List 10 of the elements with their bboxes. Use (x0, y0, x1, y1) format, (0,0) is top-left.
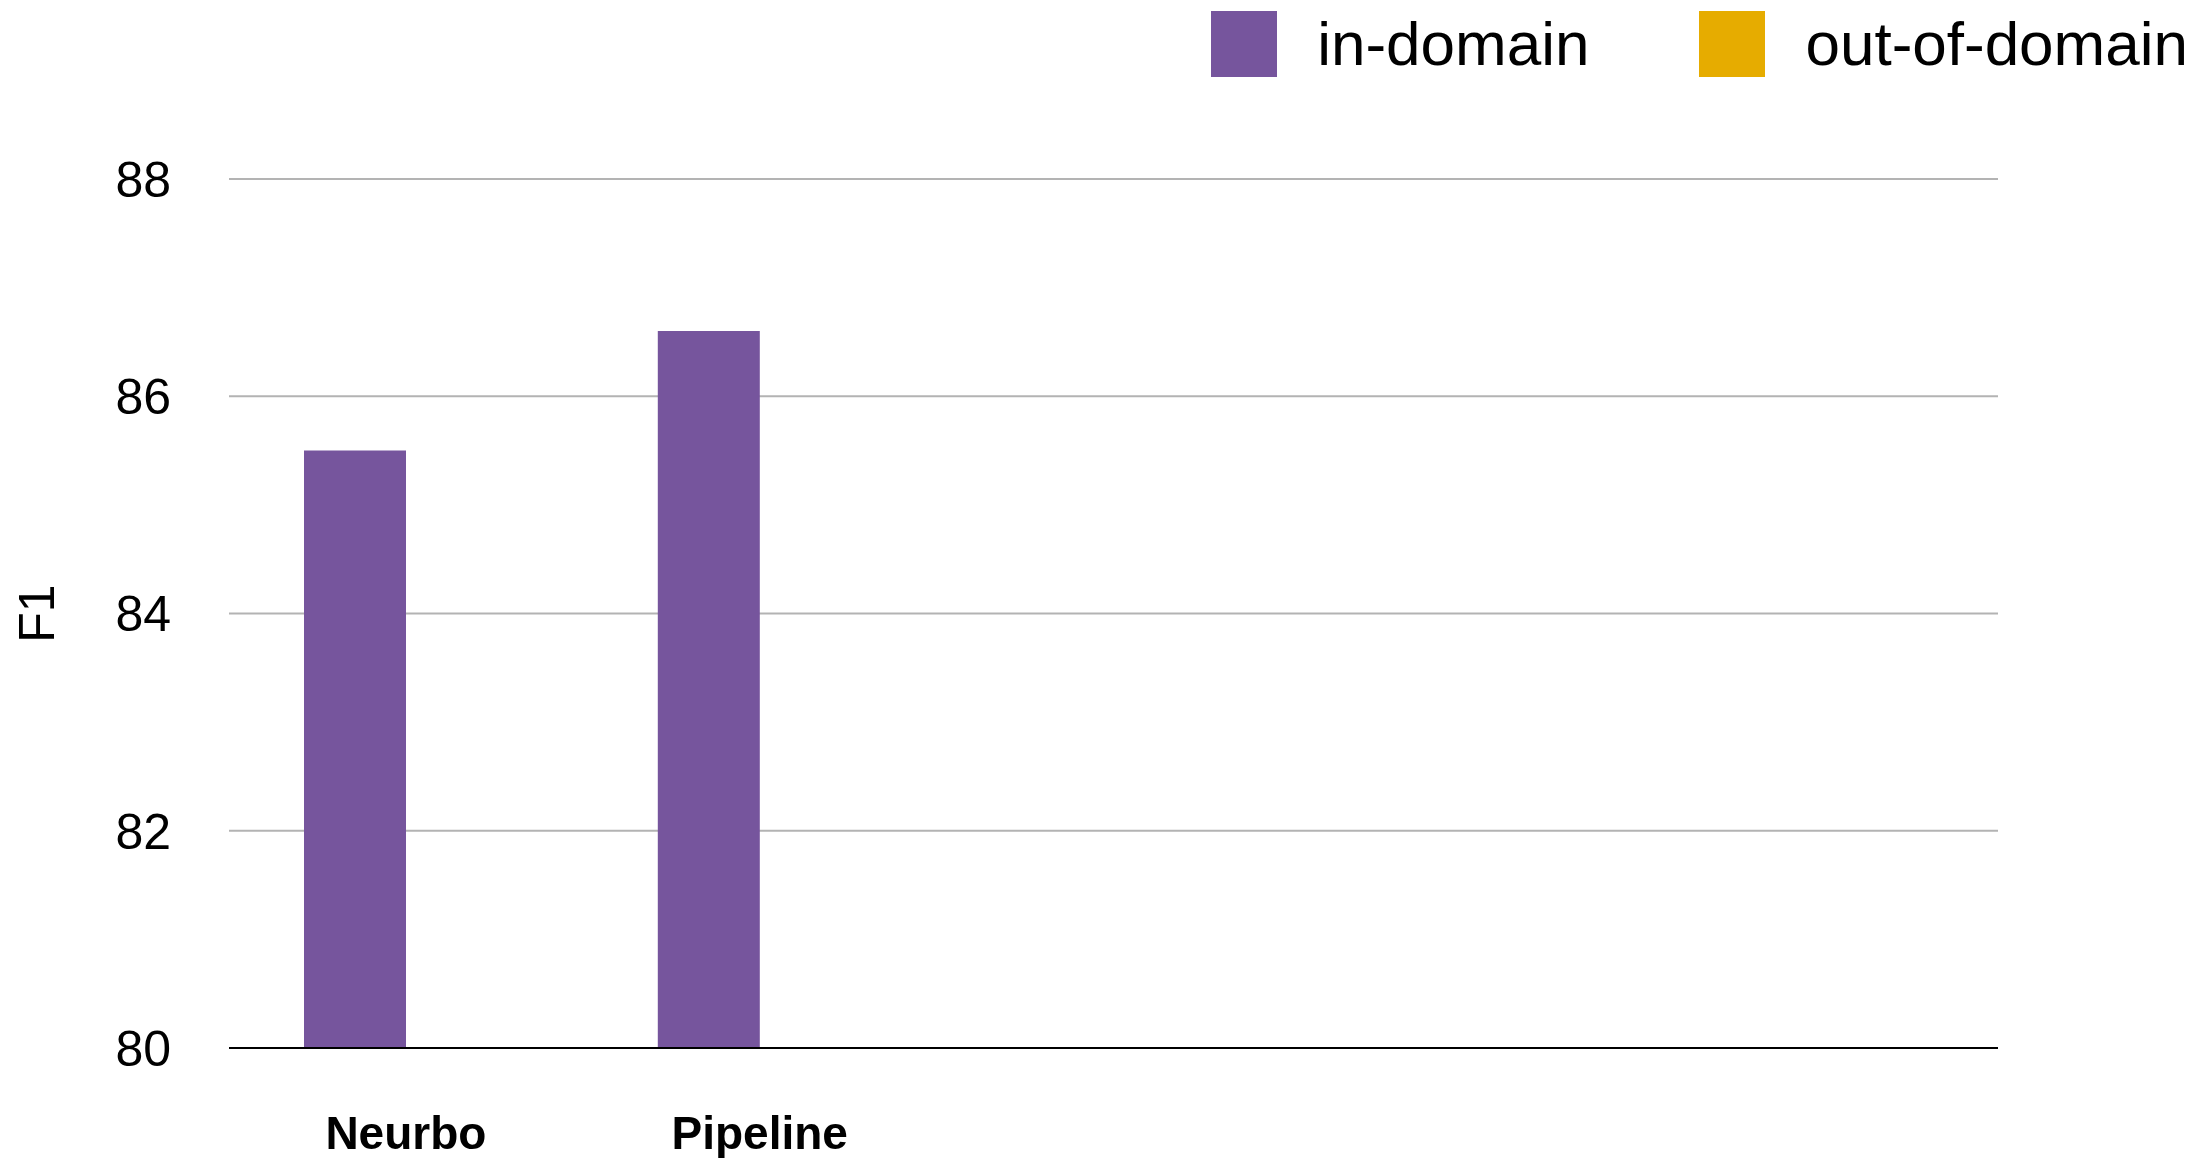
y-tick-label: 84 (115, 586, 171, 643)
y-tick-label: 80 (115, 1020, 171, 1077)
x-tick-label: Pipeline (671, 1106, 848, 1159)
y-tick-label: 86 (115, 369, 171, 425)
y-axis-title: F1 (8, 584, 65, 643)
legend-label: out-of-domain (1805, 8, 2188, 79)
x-tick-label: Neurbo (325, 1106, 487, 1159)
y-tick-label: 82 (115, 803, 171, 860)
legend-label: in-domain (1317, 8, 1590, 79)
y-tick-label: 88 (115, 151, 171, 208)
